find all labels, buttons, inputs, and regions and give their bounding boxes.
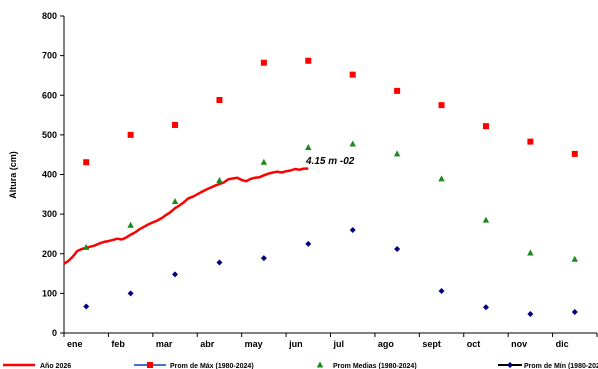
x-tick-label: may	[245, 339, 263, 349]
max-avg-point	[571, 150, 578, 157]
x-tick-label: jun	[288, 339, 303, 349]
y-tick-label: 200	[42, 249, 57, 259]
min-avg-point	[305, 240, 312, 247]
max-avg-point	[83, 159, 90, 166]
mean-avg-point	[216, 176, 223, 183]
min-avg-point	[172, 271, 179, 278]
x-tick-label: feb	[111, 339, 125, 349]
legend-item: Prom de Máx (1980-2024)	[134, 362, 254, 369]
y-tick-label: 700	[42, 51, 57, 61]
legend-label: Prom Medias (1980-2024)	[333, 363, 417, 369]
legend-label: Prom de Máx (1980-2024)	[170, 363, 254, 369]
min-avg-point	[438, 287, 445, 294]
mean-avg-point	[438, 175, 445, 182]
legend-item: Prom de Mín (1980-2024)	[498, 362, 598, 369]
max-avg-point	[305, 57, 312, 64]
mean-avg-point	[83, 243, 90, 250]
y-tick-label: 600	[42, 90, 57, 100]
min-avg-point	[482, 304, 489, 311]
chart-annotation: 4.15 m -02	[305, 156, 355, 167]
max-avg-point	[394, 87, 401, 94]
max-avg-point	[349, 71, 356, 78]
max-avg-point	[527, 138, 534, 145]
mean-avg-point	[260, 158, 268, 165]
x-tick-label: jul	[333, 339, 345, 349]
min-avg-point	[571, 308, 578, 315]
min-avg-point	[83, 303, 90, 310]
legend-swatch-marker	[147, 362, 153, 368]
max-avg-point	[127, 131, 134, 138]
mean-avg-point	[305, 144, 312, 151]
legend-label: Año 2026	[40, 363, 71, 369]
mean-avg-point	[393, 150, 401, 157]
min-avg-point	[527, 310, 534, 317]
min-avg-point	[216, 259, 223, 266]
mean-avg-point	[127, 221, 134, 228]
y-tick-label: 800	[42, 11, 57, 21]
legend-label: Prom de Mín (1980-2024)	[524, 363, 598, 369]
x-tick-label: mar	[156, 339, 173, 349]
max-avg-point	[172, 121, 179, 128]
mean-avg-point	[171, 197, 179, 204]
x-tick-label: abr	[200, 339, 215, 349]
y-axis-title: Altura (cm)	[8, 151, 18, 199]
min-avg-point	[349, 226, 356, 233]
max-avg-point	[216, 97, 223, 104]
mean-avg-point	[349, 140, 356, 147]
legend-swatch-marker	[507, 362, 513, 368]
y-tick-label: 300	[42, 209, 57, 219]
max-avg-point	[260, 59, 267, 66]
mean-avg-point	[571, 255, 578, 262]
x-tick-label: dic	[556, 339, 569, 349]
min-avg-point	[127, 290, 134, 297]
legend-item: Prom Medias (1980-2024)	[316, 361, 417, 369]
legend-item: Año 2026	[3, 363, 71, 369]
y-tick-label: 100	[42, 288, 57, 298]
y-tick-label: 0	[52, 328, 57, 338]
max-avg-point	[482, 123, 489, 130]
y-tick-label: 500	[42, 130, 57, 140]
min-avg-point	[394, 245, 401, 252]
legend-swatch-marker	[316, 361, 324, 368]
x-tick-label: sept	[422, 339, 441, 349]
y-tick-label: 400	[42, 170, 57, 180]
x-tick-label: oct	[467, 339, 481, 349]
series-line-ano-2026	[63, 167, 309, 265]
x-tick-label: nov	[511, 339, 527, 349]
x-tick-label: ene	[67, 339, 83, 349]
mean-avg-point	[482, 216, 490, 223]
mean-avg-point	[527, 249, 534, 256]
min-avg-point	[260, 255, 267, 262]
x-tick-label: ago	[378, 339, 395, 349]
max-avg-point	[438, 102, 445, 109]
